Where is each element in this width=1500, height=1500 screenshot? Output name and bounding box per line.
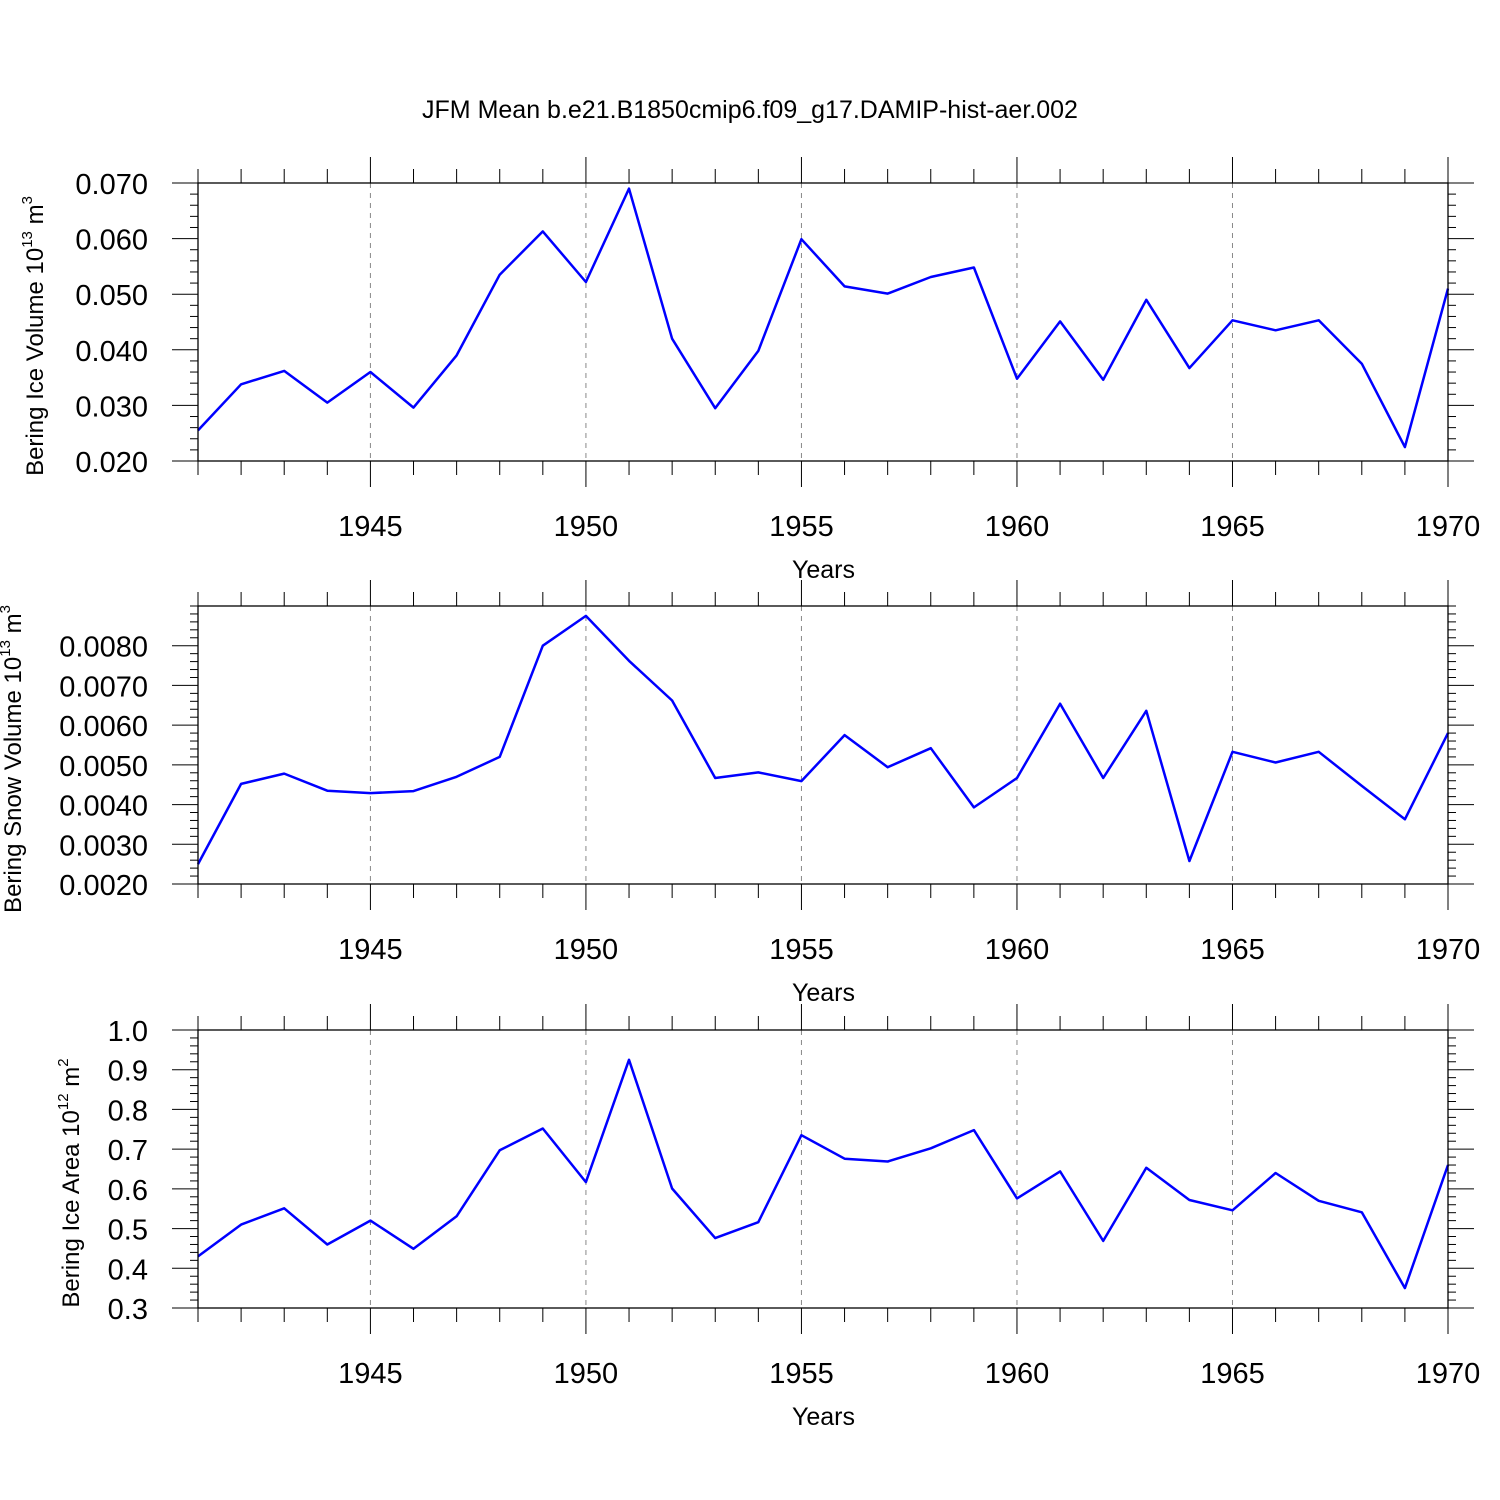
y-tick-label: 0.040 [75, 336, 148, 368]
y-axis-label: Bering Snow Volume 1013 m3 [0, 605, 27, 913]
x-tick-label-1945: 1945 [338, 511, 403, 543]
axis-ticks [172, 580, 1474, 910]
y-tick-label: 0.7 [108, 1135, 148, 1167]
axis-ticks [172, 1004, 1474, 1334]
y-tick-label: 0.8 [108, 1095, 148, 1127]
y-tick-label: 0.5 [108, 1215, 148, 1247]
y-tick-label: 0.0040 [59, 791, 148, 823]
plot-frame [197, 605, 1449, 885]
y-label-unit: m [58, 1067, 85, 1094]
y-label-base: Bering Snow Volume 10 [0, 657, 27, 913]
x-axis-label: Years [792, 979, 855, 1007]
y-tick-label: 0.4 [108, 1254, 148, 1286]
x-axis-label: Years [792, 556, 855, 584]
y-tick-label: 0.0050 [59, 751, 148, 783]
y-label-unit: m [0, 613, 27, 640]
y-tick-label: 1.0 [108, 1016, 148, 1048]
x-tick-label-1950: 1950 [554, 511, 619, 543]
x-tick-labels: 1945 1950 1955 1960 1965 1970 [338, 511, 1480, 543]
x-tick-label-1970: 1970 [1416, 934, 1481, 966]
x-tick-label-1945: 1945 [338, 934, 403, 966]
y-label-exp2: 3 [0, 605, 14, 613]
x-tick-label-1965: 1965 [1200, 1358, 1265, 1390]
grid-lines [369, 1030, 1233, 1308]
y-tick-label: 0.050 [75, 280, 148, 312]
x-tick-label-1955: 1955 [769, 934, 834, 966]
y-label-exp2: 3 [19, 196, 36, 204]
x-tick-labels: 1945 1950 1955 1960 1965 1970 [338, 1358, 1480, 1390]
y-label-unit: m [22, 204, 49, 231]
plot-frame [197, 182, 1449, 462]
x-axis-label: Years [792, 1403, 855, 1431]
y-axis-label: Bering Ice Area 1012 m2 [55, 1058, 85, 1307]
series-line-snow-volume [196, 614, 1450, 865]
y-label-base: Bering Ice Volume 10 [22, 248, 49, 476]
x-tick-label-1970: 1970 [1416, 511, 1481, 543]
y-label-base: Bering Ice Area 10 [58, 1110, 85, 1307]
y-tick-label: 0.020 [75, 447, 148, 479]
series-line-ice-area [197, 1058, 1450, 1290]
y-tick-label: 0.030 [75, 391, 148, 423]
x-tick-label-1960: 1960 [985, 934, 1050, 966]
panel-ice-area: 0.3 0.4 0.5 0.6 0.7 0.8 0.9 1.0 1945 1950 1955 196… [55, 1004, 1480, 1431]
axis-ticks [172, 157, 1474, 487]
y-label-exp1: 12 [55, 1093, 72, 1110]
x-tick-label-1965: 1965 [1200, 934, 1265, 966]
y-tick-label: 0.6 [108, 1175, 148, 1207]
chart-title: JFM Mean b.e21.B1850cmip6.f09_g17.DAMIP-… [422, 96, 1078, 124]
plot-frame [197, 1029, 1449, 1309]
y-tick-label: 0.060 [75, 225, 148, 257]
y-tick-label: 0.9 [108, 1056, 148, 1088]
y-tick-label: 0.0060 [59, 711, 148, 743]
x-tick-label-1955: 1955 [769, 1358, 834, 1390]
x-tick-label-1950: 1950 [554, 1358, 619, 1390]
series-line-ice-volume [197, 187, 1450, 449]
y-label-exp2: 2 [55, 1058, 72, 1066]
y-tick-labels: 0.0020 0.0030 0.0040 0.0050 0.0060 0.0070 0.00… [59, 632, 148, 902]
y-tick-label: 0.0030 [59, 830, 148, 862]
y-axis-label: Bering Ice Volume 1013 m3 [19, 196, 49, 476]
x-tick-label-1960: 1960 [985, 511, 1050, 543]
grid-lines [369, 183, 1233, 461]
x-tick-label-1960: 1960 [985, 1358, 1050, 1390]
x-tick-label-1950: 1950 [554, 934, 619, 966]
y-label-exp1: 13 [19, 231, 36, 248]
y-tick-label: 0.0020 [59, 870, 148, 902]
y-tick-label: 0.3 [108, 1294, 148, 1326]
y-tick-labels: 0.020 0.030 0.040 0.050 0.060 0.070 [75, 169, 148, 479]
x-tick-label-1955: 1955 [769, 511, 834, 543]
y-label-exp1: 13 [0, 640, 14, 657]
grid-lines [369, 606, 1233, 884]
panel-snow-volume: 0.0020 0.0030 0.0040 0.0050 0.0060 0.0070 0.00… [0, 580, 1480, 1007]
y-tick-label: 0.070 [75, 169, 148, 201]
x-tick-labels: 1945 1950 1955 1960 1965 1970 [338, 934, 1480, 966]
x-tick-label-1970: 1970 [1416, 1358, 1481, 1390]
y-tick-label: 0.0070 [59, 671, 148, 703]
y-tick-labels: 0.3 0.4 0.5 0.6 0.7 0.8 0.9 1.0 [108, 1016, 148, 1326]
x-tick-label-1965: 1965 [1200, 511, 1265, 543]
y-tick-label: 0.0080 [59, 632, 148, 664]
x-tick-label-1945: 1945 [338, 1358, 403, 1390]
